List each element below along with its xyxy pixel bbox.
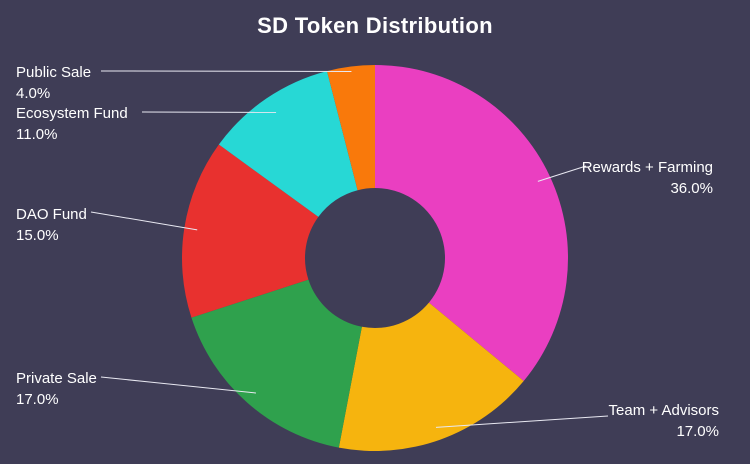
slice-label-text: Ecosystem Fund [16, 105, 128, 122]
slice-label-team-advisors: Team + Advisors 17.0% [609, 400, 719, 442]
slice-percent-text: 11.0% [16, 126, 58, 143]
slice-label-dao-fund: DAO Fund 15.0% [16, 204, 87, 246]
slice-label-public-sale: Public Sale 4.0% [16, 62, 91, 104]
slice-percent-text: 4.0% [16, 85, 51, 102]
chart-title: SD Token Distribution [257, 13, 493, 38]
slice-label-text: Private Sale [16, 370, 97, 387]
leader-line-private-sale [100, 376, 257, 394]
slice-label-text: Team + Advisors [608, 402, 719, 419]
leader-line-rewards-farming [537, 165, 587, 182]
slice-percent-text: 17.0% [16, 391, 59, 408]
slice-label-text: Public Sale [16, 64, 92, 81]
slice-label-text: DAO Fund [16, 206, 87, 223]
leader-line-team-advisors [435, 415, 609, 428]
slice-percent-text: 15.0% [16, 227, 59, 244]
pie-slice-ecosystem-fund[interactable] [218, 71, 358, 217]
pie-slice-team-advisors[interactable] [338, 302, 524, 452]
pie-slice-rewards-farming[interactable] [375, 65, 568, 382]
slice-label-text: Rewards + Farming [581, 159, 713, 176]
slice-label-private-sale: Private Sale 17.0% [16, 368, 97, 410]
slice-label-rewards-farming: Rewards + Farming 36.0% [582, 157, 713, 199]
pie-slice-private-sale[interactable] [191, 279, 362, 448]
slice-percent-text: 17.0% [676, 423, 719, 440]
slice-percent-text: 36.0% [670, 180, 713, 197]
leader-lines [90, 70, 609, 428]
slice-label-ecosystem-fund: Ecosystem Fund 11.0% [16, 103, 128, 145]
pie-slice-dao-fund[interactable] [182, 144, 319, 318]
pie-slice-public-sale[interactable] [327, 65, 375, 191]
leader-line-dao-fund [90, 211, 198, 231]
